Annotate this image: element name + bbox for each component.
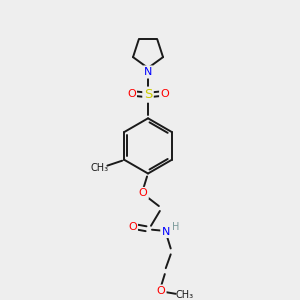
Text: O: O bbox=[139, 188, 148, 198]
Text: CH₃: CH₃ bbox=[176, 290, 194, 300]
Text: O: O bbox=[127, 89, 136, 99]
Text: N: N bbox=[162, 227, 170, 237]
Text: S: S bbox=[144, 88, 152, 101]
Text: O: O bbox=[157, 286, 165, 296]
Text: CH₃: CH₃ bbox=[90, 163, 109, 172]
Text: N: N bbox=[144, 67, 152, 77]
Text: O: O bbox=[160, 89, 169, 99]
Text: H: H bbox=[172, 222, 179, 232]
Text: N: N bbox=[144, 67, 152, 77]
Text: O: O bbox=[128, 222, 136, 232]
